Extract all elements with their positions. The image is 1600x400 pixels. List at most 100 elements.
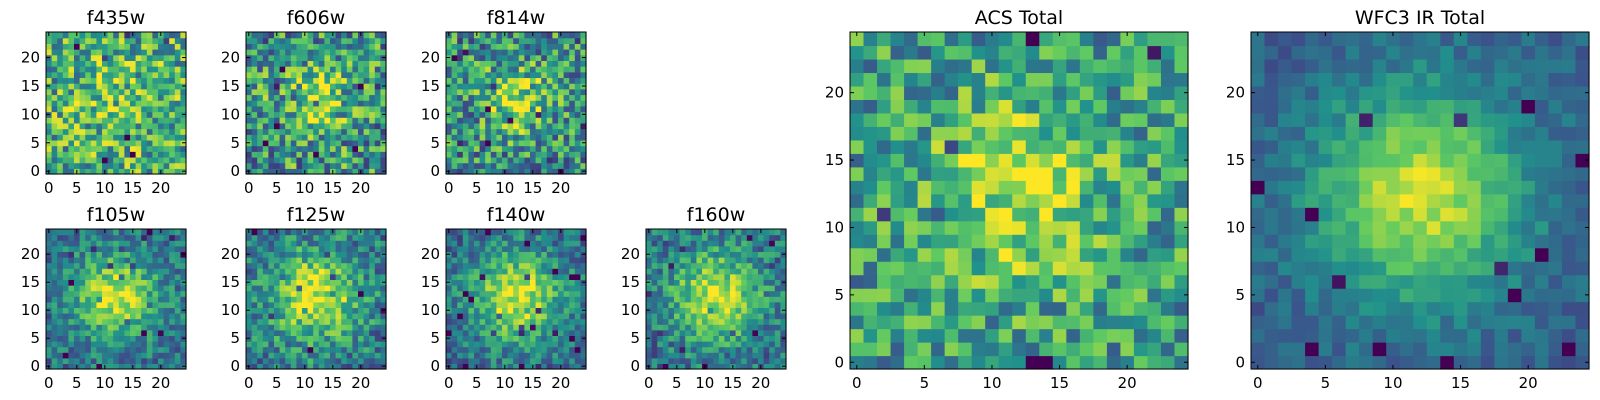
heatmap-cell <box>374 262 381 269</box>
heatmap-cell <box>380 60 387 67</box>
heatmap-cell <box>262 324 269 331</box>
heatmap-cell <box>546 262 553 269</box>
heatmap-cell <box>130 341 137 348</box>
heatmap-cell <box>169 32 176 39</box>
heatmap-cell <box>85 279 92 286</box>
heatmap-cell <box>917 301 932 316</box>
heatmap-cell <box>513 139 520 147</box>
heatmap-cell <box>279 262 286 269</box>
heatmap-cell <box>107 245 114 252</box>
heatmap-cell <box>580 151 587 158</box>
heatmap-cell <box>457 54 464 61</box>
heatmap-cell <box>51 296 58 303</box>
heatmap-cell <box>146 273 153 280</box>
heatmap-cell <box>485 151 492 158</box>
heatmap-cell <box>662 318 669 325</box>
heatmap-cell <box>146 279 153 286</box>
heatmap-cell <box>363 105 370 113</box>
heatmap-cell <box>268 105 275 113</box>
heatmap-cell <box>552 313 559 320</box>
heatmap-cell <box>569 54 576 61</box>
heatmap-cell <box>707 262 714 269</box>
heatmap-cell <box>51 134 58 141</box>
heatmap-cell <box>707 301 714 308</box>
heatmap-cell <box>563 145 570 152</box>
heatmap-cell <box>524 43 531 50</box>
heatmap-cell <box>877 234 892 249</box>
heatmap-cell <box>290 156 297 164</box>
heatmap-cell <box>330 268 337 275</box>
heatmap-cell <box>513 290 520 297</box>
heatmap-cell <box>724 363 731 370</box>
heatmap-cell <box>279 94 286 101</box>
heatmap-cell <box>335 156 342 164</box>
heatmap-cell <box>296 117 303 124</box>
heatmap-cell <box>496 229 503 236</box>
heatmap-cell <box>163 54 170 61</box>
heatmap-cell <box>257 290 264 297</box>
heatmap-cell <box>707 273 714 280</box>
heatmap-cell <box>169 329 176 336</box>
heatmap-cell <box>251 318 258 325</box>
heatmap-cell <box>124 117 131 124</box>
heatmap-cell <box>674 329 681 336</box>
heatmap-cell <box>135 122 142 130</box>
heatmap-cell <box>135 83 142 90</box>
heatmap-cell <box>552 88 559 96</box>
heatmap-cell <box>124 268 131 275</box>
heatmap-cell <box>180 346 187 353</box>
heatmap-cell <box>646 234 653 241</box>
heatmap-cell <box>763 346 770 353</box>
heatmap-cell <box>107 60 114 67</box>
heatmap-cell <box>513 357 520 364</box>
heatmap-cell <box>330 352 337 359</box>
heatmap-cell <box>85 88 92 96</box>
heatmap-cell <box>580 77 587 84</box>
axes-frame <box>45 31 187 175</box>
heatmap-cell <box>518 229 525 236</box>
heatmap-cell <box>1133 193 1149 208</box>
heatmap-cell <box>313 335 320 342</box>
heatmap-cell <box>735 251 742 258</box>
heatmap-cell <box>513 117 520 124</box>
heatmap-cell <box>1174 234 1189 249</box>
heatmap-cell <box>363 301 370 308</box>
heatmap-cell <box>57 234 64 241</box>
heatmap-cell <box>380 37 387 44</box>
heatmap-cell <box>958 166 973 181</box>
heatmap-cell <box>563 268 570 275</box>
heatmap-cell <box>85 128 92 135</box>
heatmap-cell <box>152 346 159 353</box>
heatmap-cell <box>574 313 581 320</box>
heatmap-cell <box>46 318 53 325</box>
heatmap-cell <box>146 234 153 241</box>
heatmap-cell <box>535 245 542 252</box>
heatmap-cell <box>485 32 492 39</box>
heatmap-cell <box>335 285 342 292</box>
heatmap-cell <box>85 77 92 84</box>
heatmap-cell <box>769 329 776 336</box>
heatmap-cell <box>552 162 559 169</box>
heatmap-cell <box>574 363 581 370</box>
heatmap-cell <box>679 357 686 364</box>
heatmap-cell <box>780 273 787 280</box>
heatmap-cell <box>352 341 359 348</box>
heatmap-cell <box>380 134 387 141</box>
heatmap-cell <box>1012 288 1027 303</box>
heatmap-cell <box>251 77 258 84</box>
heatmap-cell <box>268 168 275 175</box>
heatmap-cell <box>462 151 469 158</box>
heatmap-cell <box>524 251 531 258</box>
heatmap-cell <box>502 77 509 84</box>
heatmap-cell <box>152 229 159 236</box>
heatmap-cell <box>646 245 653 252</box>
heatmap-cell <box>246 88 253 96</box>
heatmap-cell <box>552 49 559 56</box>
heatmap-cell <box>174 307 181 314</box>
heatmap-cell <box>107 71 114 79</box>
y-tick-label: 10 <box>21 301 40 319</box>
heatmap-cell <box>474 134 481 141</box>
heatmap-cell <box>346 363 353 370</box>
heatmap-cell <box>79 134 86 141</box>
heatmap-cell <box>769 285 776 292</box>
